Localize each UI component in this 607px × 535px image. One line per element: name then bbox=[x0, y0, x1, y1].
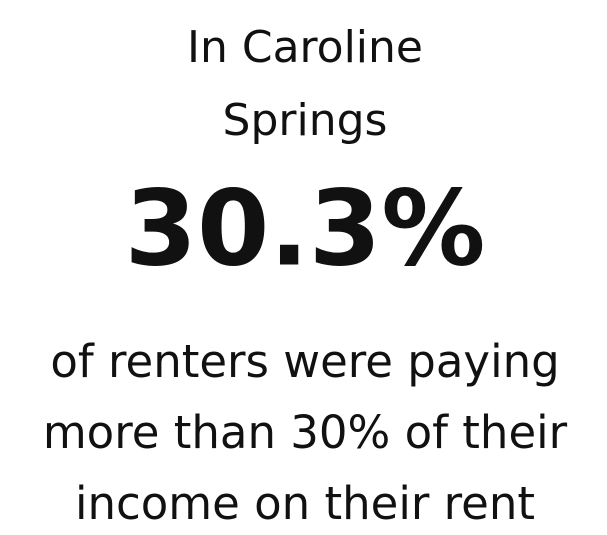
location-line: Springs bbox=[223, 95, 388, 146]
statistic: 30.3% bbox=[125, 167, 486, 289]
location-line: In Caroline bbox=[187, 22, 423, 73]
description-line: of renters were paying bbox=[50, 335, 559, 388]
description-line: more than 30% of their bbox=[43, 406, 568, 459]
description-line: income on their rent bbox=[75, 477, 535, 530]
